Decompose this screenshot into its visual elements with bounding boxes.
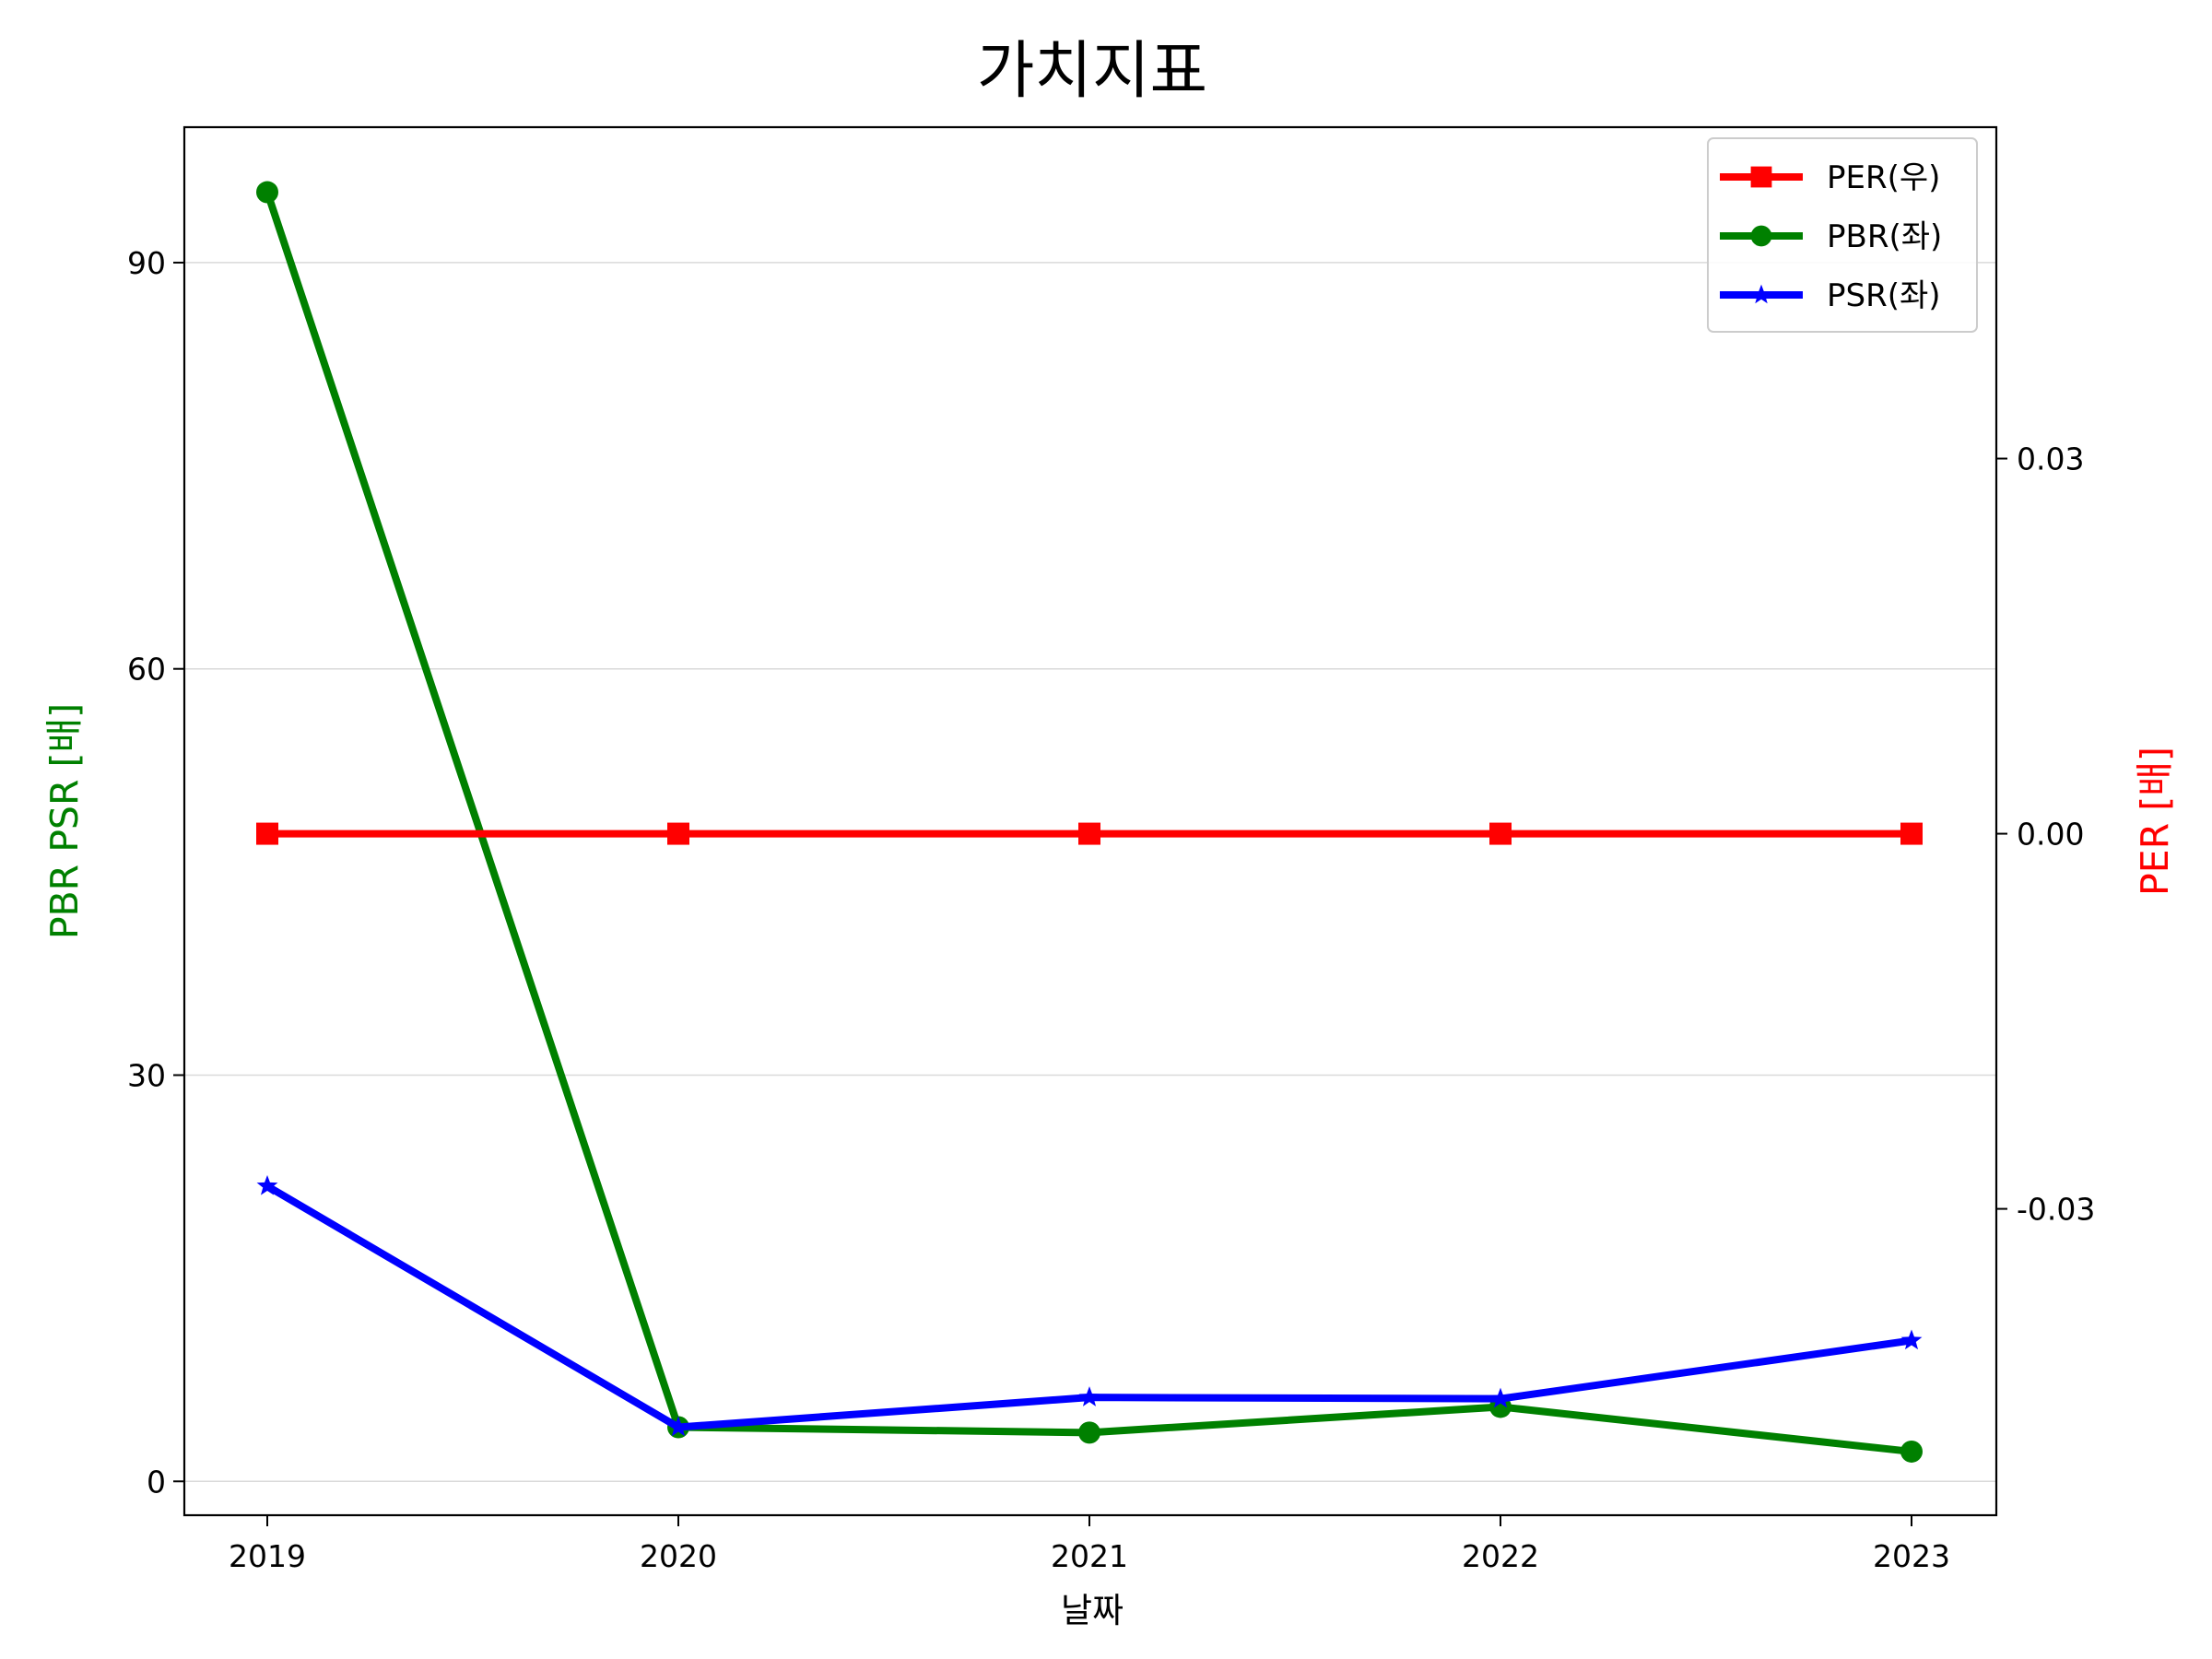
y-axis-left-label: PBR PSR [배] [42,703,87,939]
y-axis-right: -0.03 0.00 0.03 [1996,441,2095,1228]
series-layer [256,181,1923,1463]
legend-entry: PER(우) [1720,159,1940,196]
data-point [1078,1386,1100,1406]
data-point [1489,1387,1512,1408]
legend-marker [1750,225,1772,247]
x-tick-label: 2020 [640,1538,717,1574]
legend-label: PBR(좌) [1827,218,1942,255]
data-point [667,1416,689,1437]
grid-lines [184,262,1996,1483]
y-left-tick-label: 90 [127,245,166,281]
data-point [256,1174,278,1195]
data-point [1900,1440,1923,1463]
series-star [256,1174,1923,1437]
x-tick-label: 2019 [229,1538,306,1574]
data-point [256,181,278,204]
legend-marker [1750,166,1772,188]
legend-entries: PER(우) PBR(좌) PSR(좌) [1720,159,1942,314]
x-axis-label: 날짜 [1061,1591,1124,1630]
legend-entry: PSR(좌) [1720,277,1941,314]
y-right-tick-label: 0.00 [2017,817,2084,853]
data-point [1900,1329,1923,1350]
legend: PER(우) PBR(좌) PSR(좌) [1707,137,1978,333]
y-right-tick-label: -0.03 [2017,1192,2095,1228]
data-point [1078,1421,1100,1444]
x-axis: 2019 2020 2021 2022 2023 [229,1515,1950,1574]
data-point [667,822,689,845]
x-tick-label: 2023 [1873,1538,1950,1574]
y-left-tick-label: 30 [127,1057,166,1093]
legend-marker [1751,284,1771,304]
x-tick-label: 2022 [1462,1538,1539,1574]
y-left-tick-label: 60 [127,652,166,688]
legend-box [1707,137,1978,333]
y-right-tick-label: 0.03 [2017,441,2084,477]
legend-label: PSR(좌) [1827,277,1941,314]
legend-entry: PBR(좌) [1720,218,1942,255]
series-square [256,822,1923,845]
y-axis-right-label: PER [배] [2133,747,2177,896]
data-point [1078,822,1100,845]
chart-title: 가치지표 [977,35,1207,108]
data-point [1900,822,1923,845]
legend-label: PER(우) [1827,159,1940,196]
x-tick-label: 2021 [1051,1538,1128,1574]
data-point [1489,822,1512,845]
y-axis-left: 0 30 60 90 [127,245,184,1500]
data-point [256,822,278,845]
y-left-tick-label: 0 [147,1464,166,1500]
